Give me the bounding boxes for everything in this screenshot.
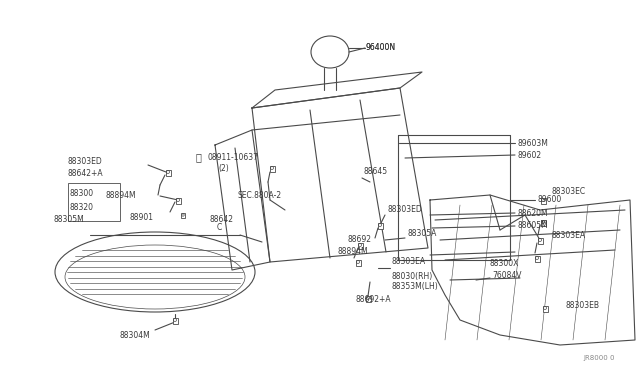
Text: 88894M: 88894M	[105, 192, 136, 201]
Text: 88645: 88645	[363, 167, 387, 176]
Bar	[365, 295, 371, 302]
Bar	[175, 198, 180, 204]
Text: 89600: 89600	[537, 196, 561, 205]
Text: 88353M(LH): 88353M(LH)	[392, 282, 439, 292]
Text: Ⓝ: Ⓝ	[195, 152, 201, 162]
Text: 88303ED: 88303ED	[68, 157, 103, 167]
Bar	[166, 170, 170, 176]
Text: 88320: 88320	[70, 202, 94, 212]
Text: 96400N: 96400N	[366, 44, 396, 52]
Text: 88642+A: 88642+A	[68, 169, 104, 177]
Text: SEC.880A-2: SEC.880A-2	[238, 190, 282, 199]
Text: 88303EA: 88303EA	[552, 231, 586, 240]
Bar	[538, 237, 543, 244]
Text: 89602: 89602	[517, 151, 541, 160]
Bar	[181, 213, 185, 218]
Text: 88304M: 88304M	[120, 330, 151, 340]
Text: JR8000 0: JR8000 0	[584, 355, 615, 361]
Text: 88692+A: 88692+A	[355, 295, 390, 305]
Text: 88303EB: 88303EB	[566, 301, 600, 310]
Text: 88305M: 88305M	[54, 215, 84, 224]
Text: C: C	[217, 224, 222, 232]
Text: 88642: 88642	[210, 215, 234, 224]
Text: 88605M: 88605M	[517, 221, 548, 231]
Text: 88303ED: 88303ED	[387, 205, 422, 215]
Bar	[173, 317, 177, 324]
Bar	[541, 219, 545, 226]
Text: 88305A: 88305A	[407, 230, 436, 238]
Text: (2): (2)	[218, 164, 228, 173]
Text: 88620M: 88620M	[517, 208, 548, 218]
Bar	[541, 219, 545, 226]
Text: 88894M: 88894M	[338, 247, 369, 257]
Text: 88300: 88300	[70, 189, 94, 198]
Text: 88303EC: 88303EC	[552, 187, 586, 196]
Text: 88303EA: 88303EA	[392, 257, 426, 266]
Text: 88692: 88692	[348, 235, 372, 244]
Text: 88300X: 88300X	[490, 260, 520, 269]
Bar	[355, 260, 360, 266]
Text: 89603M: 89603M	[517, 138, 548, 148]
Bar	[68, 183, 120, 221]
Text: 96400N: 96400N	[366, 44, 396, 52]
Bar	[378, 222, 383, 229]
Text: 76084V: 76084V	[492, 270, 522, 279]
Bar	[541, 198, 545, 204]
Text: 88030(RH): 88030(RH)	[392, 272, 433, 280]
Bar	[358, 243, 362, 249]
Bar	[534, 256, 540, 262]
Bar	[269, 166, 275, 172]
Bar	[543, 305, 547, 312]
Text: 88901: 88901	[130, 214, 154, 222]
Text: 08911-10637: 08911-10637	[208, 153, 259, 161]
